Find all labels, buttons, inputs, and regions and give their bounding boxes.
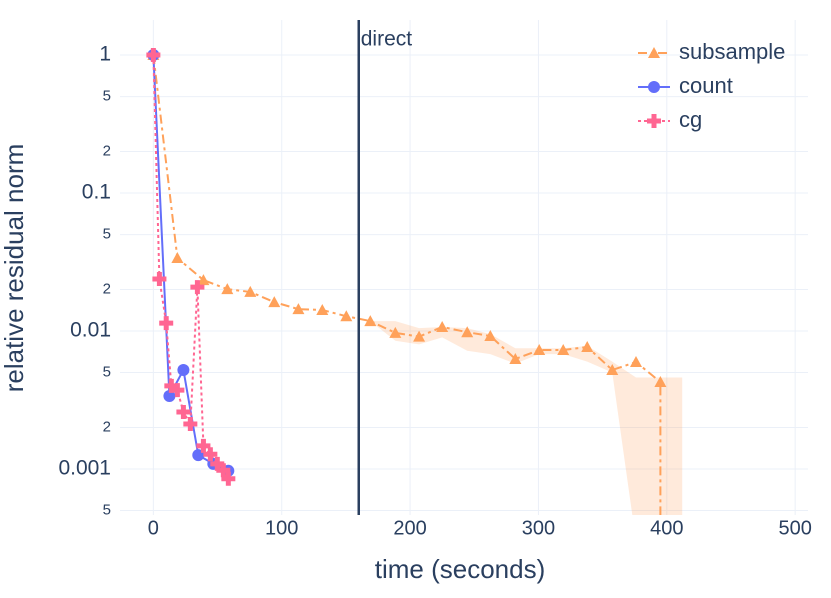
marker — [216, 463, 231, 478]
marker — [164, 378, 179, 393]
x-tick-label: 100 — [265, 517, 298, 539]
marker — [413, 330, 426, 342]
marker — [389, 326, 402, 338]
marker — [190, 280, 205, 295]
legend-label: subsample — [679, 39, 785, 64]
legend-label: cg — [679, 107, 702, 132]
marker — [221, 283, 234, 295]
marker — [159, 316, 174, 331]
y-tick-label: 2 — [103, 142, 111, 159]
marker — [630, 356, 642, 368]
marker — [176, 404, 191, 419]
x-tick-label: 500 — [778, 517, 811, 539]
marker — [244, 285, 257, 297]
y-tick-label: 1 — [99, 43, 111, 66]
marker — [221, 471, 236, 486]
legend-marker — [648, 81, 660, 93]
marker — [484, 330, 497, 342]
marker — [654, 376, 667, 388]
marker — [436, 320, 449, 332]
band — [370, 321, 683, 515]
marker — [183, 416, 198, 431]
y-tick-label: 0.001 — [58, 457, 111, 480]
y-tick-label: 2 — [103, 418, 111, 435]
marker — [196, 438, 211, 453]
marker — [340, 310, 353, 322]
y-tick-label: 5 — [103, 501, 111, 518]
x-tick-label: 300 — [522, 517, 555, 539]
marker — [581, 340, 594, 352]
x-tick-label: 0 — [148, 517, 159, 539]
legend-marker — [647, 114, 661, 128]
marker — [509, 352, 522, 364]
marker — [557, 344, 570, 356]
y-tick-label: 5 — [103, 88, 111, 105]
marker — [606, 363, 619, 375]
marker — [268, 296, 281, 308]
y-tick-label: 5 — [103, 226, 111, 243]
marker — [461, 326, 474, 338]
marker — [292, 303, 305, 315]
marker — [152, 272, 167, 287]
x-tick-label: 400 — [650, 517, 683, 539]
marker — [197, 274, 210, 286]
marker — [203, 447, 218, 462]
marker — [146, 48, 161, 63]
marker — [177, 363, 190, 376]
marker — [163, 390, 176, 403]
x-axis-title: time (seconds) — [375, 554, 546, 584]
line — [152, 54, 662, 515]
y-tick-label: 2 — [103, 280, 111, 297]
legend-marker — [648, 47, 660, 58]
annotation: direct — [361, 28, 413, 51]
y-tick-label: 5 — [103, 364, 111, 381]
plot-area — [146, 48, 683, 515]
line — [152, 55, 230, 480]
marker — [170, 383, 185, 398]
marker — [364, 315, 377, 327]
marker — [533, 344, 546, 356]
marker — [210, 456, 225, 471]
legend-label: count — [679, 73, 733, 98]
marker — [171, 252, 184, 264]
y-axis-title: relative residual norm — [0, 144, 29, 393]
marker — [316, 303, 329, 315]
y-tick-label: 0.01 — [70, 319, 111, 342]
x-tick-label: 200 — [393, 517, 426, 539]
y-tick-label: 0.1 — [82, 181, 111, 204]
